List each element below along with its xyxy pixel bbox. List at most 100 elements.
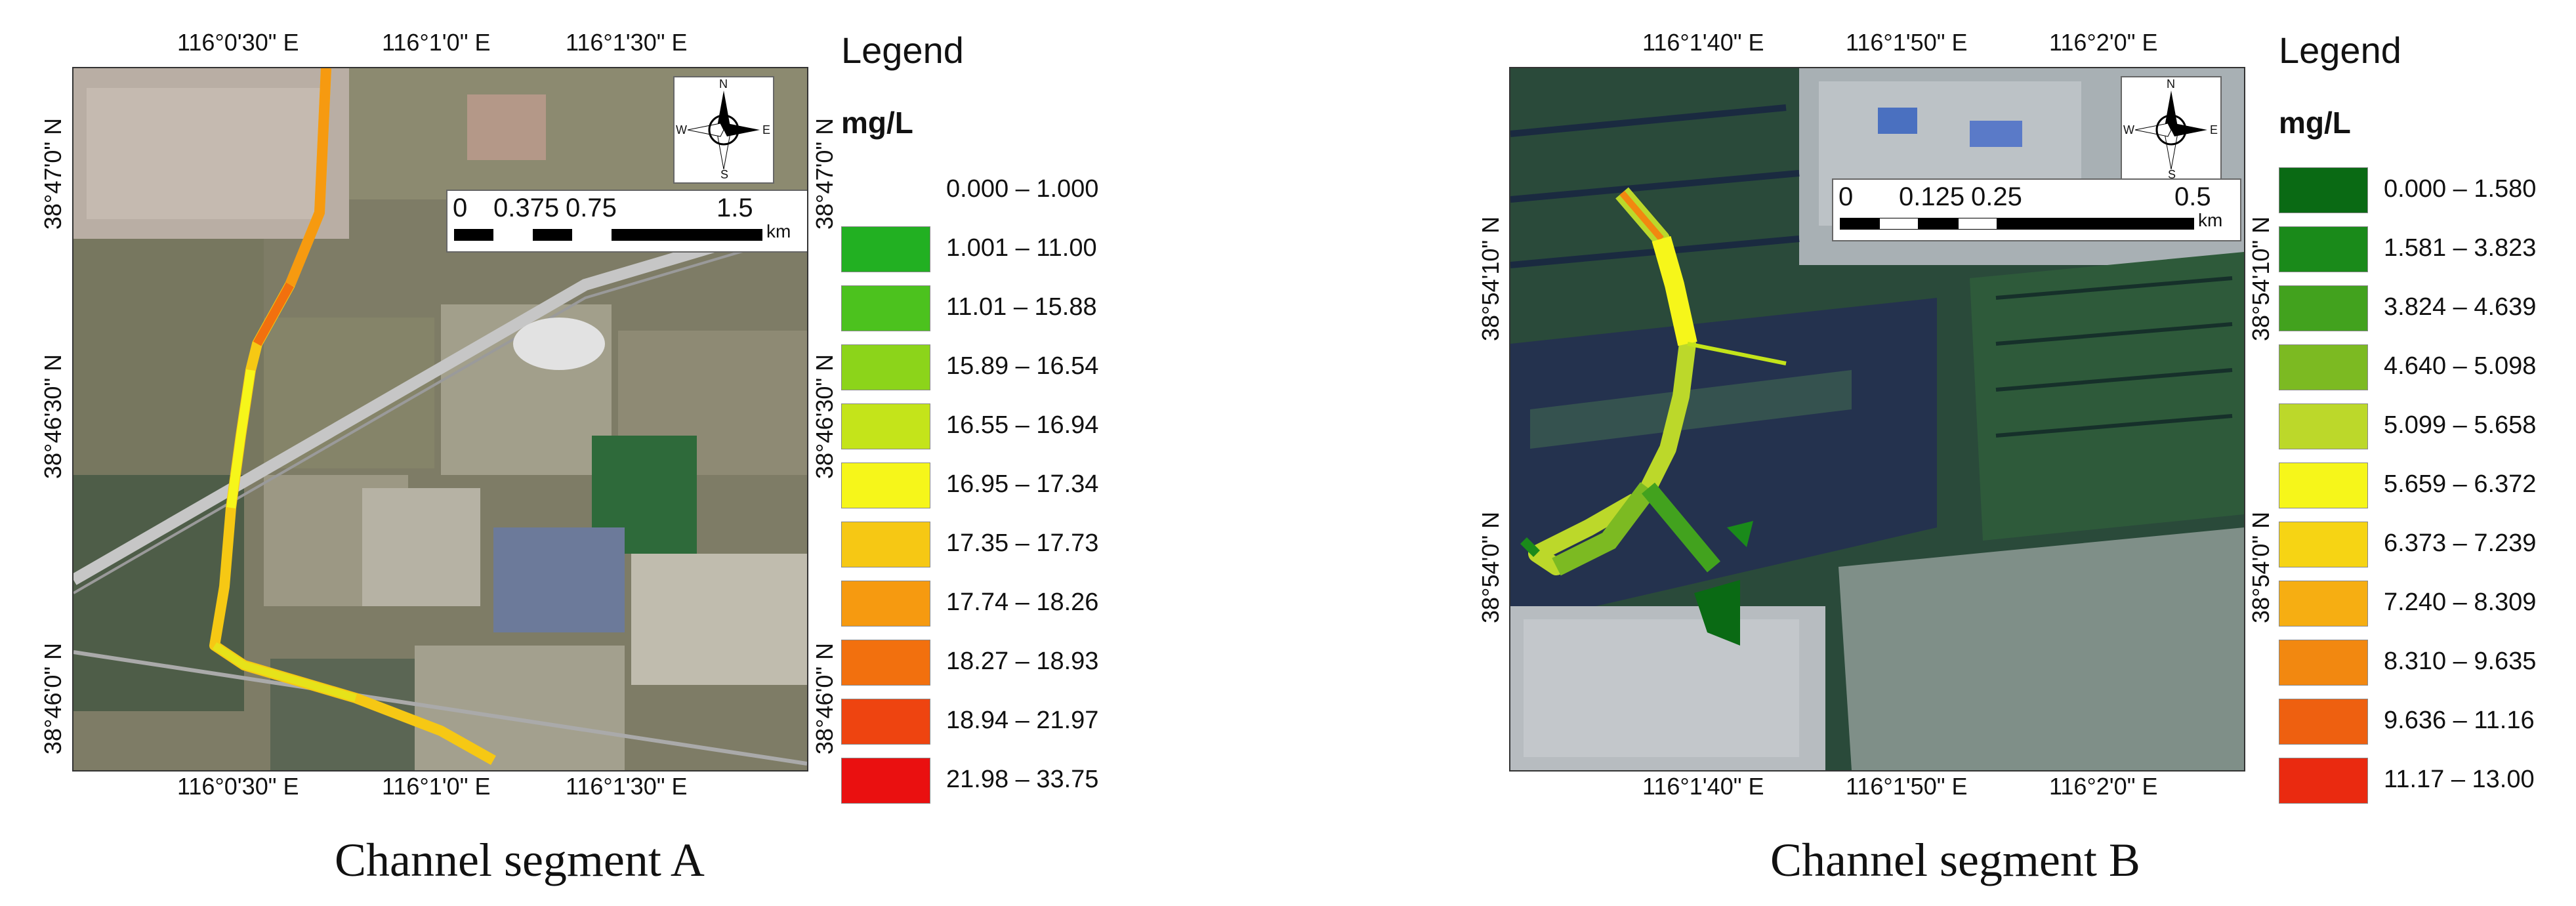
legend-label: 17.74 – 18.26 [946,588,1099,616]
legend-label: 15.89 – 16.54 [946,352,1099,380]
legend-label: 5.099 – 5.658 [2384,411,2537,439]
legend-swatch [2279,522,2368,567]
scale-tick-0: 0 [453,194,468,222]
legend-label: 11.17 – 13.00 [2384,766,2535,793]
scale-unit: km [2198,210,2223,230]
satellite-map-b[interactable]: N S E W 0 0.125 0.25 0.5 km [1509,67,2245,772]
compass-s: S [2168,168,2176,181]
left-lat-label-1: 38°54'10" N [1477,216,1504,341]
legend-label: 11.01 – 15.88 [946,293,1097,321]
compass-w: W [2123,123,2134,136]
panel-channel-segment-b: 116°1'40" E 116°1'50" E 116°2'0" E 38°54… [1288,0,2576,906]
legend-label: 18.27 – 18.93 [946,648,1099,675]
channel-concentration-b [1520,187,1787,646]
legend-swatch [2279,403,2368,449]
legend-swatch [2279,699,2368,745]
legend-label: 5.659 – 6.372 [2384,470,2537,498]
legend-swatch [841,403,930,449]
scale-tick-2: 0.75 [566,194,617,222]
compass-e: E [762,123,771,136]
legend-swatch [841,640,930,686]
legend-label: 9.636 – 11.16 [2384,707,2535,734]
caption-a: Channel segment A [335,834,705,886]
scale-tick-3: 0.5 [2174,182,2211,211]
legend-swatch [2279,640,2368,686]
legend-swatch [841,285,930,331]
legend-swatch [2279,167,2368,213]
north-arrow-a: N S E W [673,76,774,184]
legend-swatch [2279,285,2368,331]
scale-tick-2: 0.25 [1971,182,2022,211]
legend-label: 7.240 – 8.309 [2384,588,2537,616]
legend-swatch [841,226,930,272]
legend-unit-a: mg/L [841,106,913,140]
legend-label: 6.373 – 7.239 [2384,529,2537,557]
legend-label: 18.94 – 21.97 [946,707,1099,734]
left-lat-label-3: 38°46'0" N [39,642,66,754]
scale-tick-1: 0.125 [1899,182,1965,211]
legend-label: 4.640 – 5.098 [2384,352,2537,380]
scale-bar-b: 0 0.125 0.25 0.5 km [1832,178,2241,241]
compass-n: N [2167,77,2175,91]
legend-swatch [841,581,930,627]
bottom-lon-label-3: 116°2'0" E [2049,773,2158,800]
scale-unit: km [766,221,791,241]
legend-swatch [841,758,930,804]
compass-s: S [720,168,729,181]
compass-n: N [719,77,728,91]
legend-swatch [2279,758,2368,804]
bottom-lon-label-1: 116°1'40" E [1642,773,1764,800]
legend-swatch [2279,581,2368,627]
top-lon-label-1: 116°0'30" E [177,29,299,56]
left-lat-label-2: 38°46'30" N [39,354,66,479]
legend-swatch [841,522,930,567]
legend-label: 1.581 – 3.823 [2384,234,2537,262]
compass-rose-icon [687,91,760,170]
legend-label: 16.95 – 17.34 [946,470,1099,498]
scale-tick-3: 1.5 [717,194,753,222]
legend-swatch [841,167,930,213]
legend-unit-b: mg/L [2279,106,2351,140]
legend-label: 0.000 – 1.580 [2384,175,2537,203]
legend-label: 17.35 – 17.73 [946,529,1099,557]
legend-title-b: Legend [2279,30,2401,71]
top-lon-label-3: 116°2'0" E [2049,29,2158,56]
legend-label: 0.000 – 1.000 [946,175,1099,203]
legend-swatch [841,463,930,508]
legend-swatch [841,344,930,390]
scale-tick-0: 0 [1839,182,1854,211]
top-lon-label-2: 116°1'0" E [382,29,491,56]
compass-w: W [676,123,687,136]
north-arrow-b: N S E W [2121,76,2222,184]
legend-label: 16.55 – 16.94 [946,411,1099,439]
right-lat-label-2: 38°46'30" N [811,354,838,479]
bottom-lon-label-1: 116°0'30" E [177,773,299,800]
bottom-lon-label-3: 116°1'30" E [566,773,688,800]
top-lon-label-3: 116°1'30" E [566,29,688,56]
legend-label: 8.310 – 9.635 [2384,648,2537,675]
compass-e: E [2210,123,2218,136]
legend-swatch [2279,226,2368,272]
right-lat-label-1: 38°54'10" N [2247,216,2274,341]
left-lat-label-2: 38°54'0" N [1477,511,1504,623]
bottom-lon-label-2: 116°1'0" E [382,773,491,800]
legend-label: 3.824 – 4.639 [2384,293,2537,321]
panel-channel-segment-a: 116°0'30" E 116°1'0" E 116°1'30" E 38°47… [0,0,1286,906]
legend-swatch [841,699,930,745]
compass-rose-icon [2134,91,2207,170]
legend-swatch [2279,344,2368,390]
scale-bar-a: 0 0.375 0.75 1.5 km [446,190,807,253]
right-lat-label-2: 38°54'0" N [2247,511,2274,623]
right-lat-label-3: 38°46'0" N [811,642,838,754]
right-lat-label-1: 38°47'0" N [811,117,838,230]
bottom-lon-label-2: 116°1'50" E [1846,773,1968,800]
left-lat-label-1: 38°47'0" N [39,117,66,230]
top-lon-label-2: 116°1'50" E [1846,29,1968,56]
legend-label: 21.98 – 33.75 [946,766,1099,793]
scale-tick-1: 0.375 [493,194,560,222]
legend-label: 1.001 – 11.00 [946,234,1097,262]
channel-concentration-a [209,68,496,765]
legend-swatch [2279,463,2368,508]
satellite-map-a[interactable]: N S E W 0 0.375 0.75 1.5 km [72,67,808,772]
caption-b: Channel segment B [1770,834,2140,886]
